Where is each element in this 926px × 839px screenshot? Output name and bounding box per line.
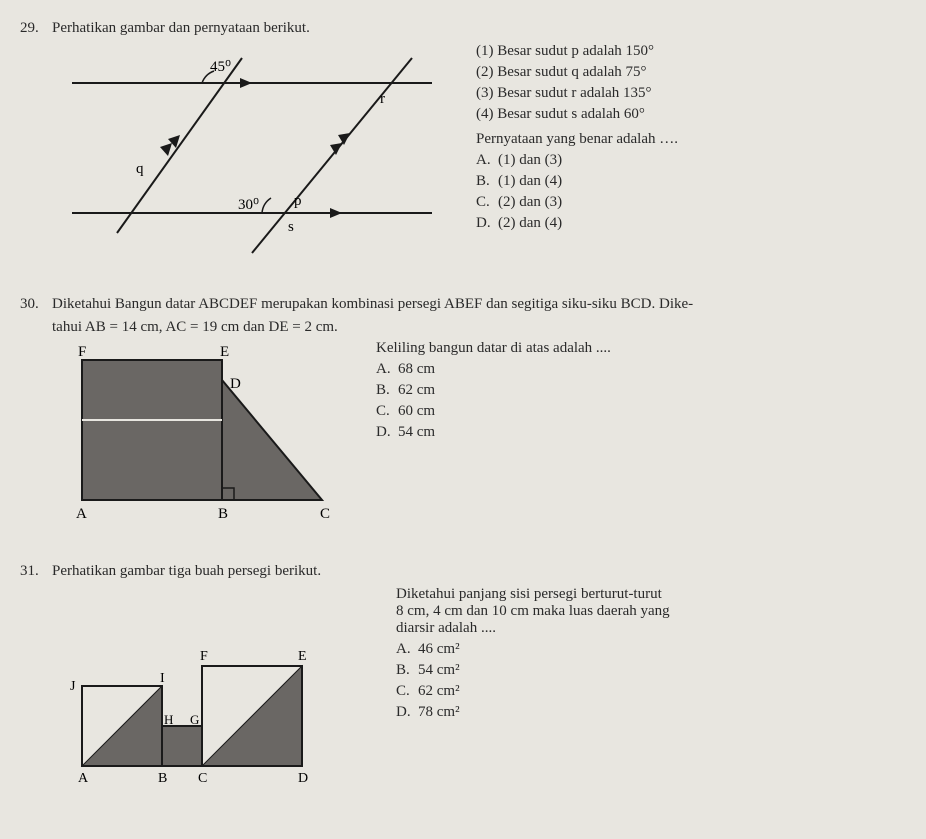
q31-choice-a: A.46 cm² (396, 641, 906, 658)
q31-right: Diketahui panjang sisi persegi berturut-… (396, 586, 906, 791)
label-q: q (136, 161, 144, 177)
q30-prompt-line1: Diketahui Bangun datar ABCDEF merupakan … (52, 296, 906, 313)
question-29: 29. Perhatikan gambar dan pernyataan ber… (20, 20, 906, 268)
q30-choices: A.68 cm B.62 cm C.60 cm D.54 cm (376, 361, 906, 441)
q30-header: 30. Diketahui Bangun datar ABCDEF merupa… (20, 296, 906, 313)
q31-choice-d: D.78 cm² (396, 704, 906, 721)
q30-body: F E D A B C Keliling bangun datar di ata… (52, 340, 906, 535)
svg-text:C: C (320, 506, 330, 522)
q30-prompt-line2: tahui AB = 14 cm, AC = 19 cm dan DE = 2 … (52, 319, 906, 336)
q29-choice-b: B.(1) dan (4) (476, 173, 906, 190)
label-p: p (294, 193, 302, 209)
q29-choices: A.(1) dan (3) B.(1) dan (4) C.(2) dan (3… (476, 152, 906, 232)
q31-question-line1: Diketahui panjang sisi persegi berturut-… (396, 586, 906, 603)
svg-text:E: E (220, 344, 229, 360)
q31-question-line3: diarsir adalah .... (396, 620, 906, 637)
q29-figure: 45⁰ r q 30⁰ p s (52, 43, 452, 268)
q31-choices: A.46 cm² B.54 cm² C.62 cm² D.78 cm² (396, 641, 906, 721)
q29-stmt-3: (3) Besar sudut r adalah 135° (476, 85, 906, 102)
q30-choice-d: D.54 cm (376, 424, 906, 441)
svg-text:D: D (298, 771, 308, 786)
q29-choice-a: A.(1) dan (3) (476, 152, 906, 169)
q29-choice-c: C.(2) dan (3) (476, 194, 906, 211)
q30-right: Keliling bangun datar di atas adalah ...… (376, 340, 906, 535)
q30-choice-b: B.62 cm (376, 382, 906, 399)
q30-number: 30. (20, 296, 52, 313)
q30-figure: F E D A B C (52, 340, 352, 535)
svg-text:A: A (78, 771, 89, 786)
svg-text:J: J (70, 679, 76, 694)
q29-stmt-2: (2) Besar sudut q adalah 75° (476, 64, 906, 81)
q31-body: F E J I H G A B C D Diketahui panjang si… (52, 586, 906, 791)
q31-question-line2: 8 cm, 4 cm dan 10 cm maka luas daerah ya… (396, 603, 906, 620)
q31-header: 31. Perhatikan gambar tiga buah persegi … (20, 563, 906, 580)
label-s: s (288, 219, 294, 235)
svg-text:E: E (298, 649, 307, 664)
q30-choice-a: A.68 cm (376, 361, 906, 378)
q29-header: 29. Perhatikan gambar dan pernyataan ber… (20, 20, 906, 37)
q31-choice-b: B.54 cm² (396, 662, 906, 679)
q31-number: 31. (20, 563, 52, 580)
q29-number: 29. (20, 20, 52, 37)
q31-prompt: Perhatikan gambar tiga buah persegi beri… (52, 563, 906, 580)
svg-text:C: C (198, 771, 207, 786)
angle-45-label: 45⁰ (210, 59, 231, 75)
q29-stmt-1: (1) Besar sudut p adalah 150° (476, 43, 906, 60)
q29-stmt-4: (4) Besar sudut s adalah 60° (476, 106, 906, 123)
svg-text:B: B (218, 506, 228, 522)
q29-choice-d: D.(2) dan (4) (476, 215, 906, 232)
q29-right: (1) Besar sudut p adalah 150° (2) Besar … (476, 43, 906, 268)
question-30: 30. Diketahui Bangun datar ABCDEF merupa… (20, 296, 906, 535)
svg-text:F: F (200, 649, 208, 664)
question-31: 31. Perhatikan gambar tiga buah persegi … (20, 563, 906, 791)
svg-text:H: H (164, 712, 173, 727)
svg-text:A: A (76, 506, 87, 522)
svg-text:G: G (190, 712, 199, 727)
q30-choice-c: C.60 cm (376, 403, 906, 420)
svg-text:F: F (78, 344, 86, 360)
q31-choice-c: C.62 cm² (396, 683, 906, 700)
q29-statements: (1) Besar sudut p adalah 150° (2) Besar … (476, 43, 906, 123)
angle-30-label: 30⁰ (238, 197, 259, 213)
q30-question: Keliling bangun datar di atas adalah ...… (376, 340, 906, 357)
label-r: r (380, 91, 385, 107)
svg-text:D: D (230, 376, 241, 392)
svg-text:B: B (158, 771, 167, 786)
q31-figure: F E J I H G A B C D (52, 586, 372, 791)
q29-choice-prompt: Pernyataan yang benar adalah …. (476, 131, 906, 148)
q29-prompt: Perhatikan gambar dan pernyataan berikut… (52, 20, 906, 37)
q29-body: 45⁰ r q 30⁰ p s (1) Besar sudut p adalah… (52, 43, 906, 268)
svg-text:I: I (160, 671, 165, 686)
